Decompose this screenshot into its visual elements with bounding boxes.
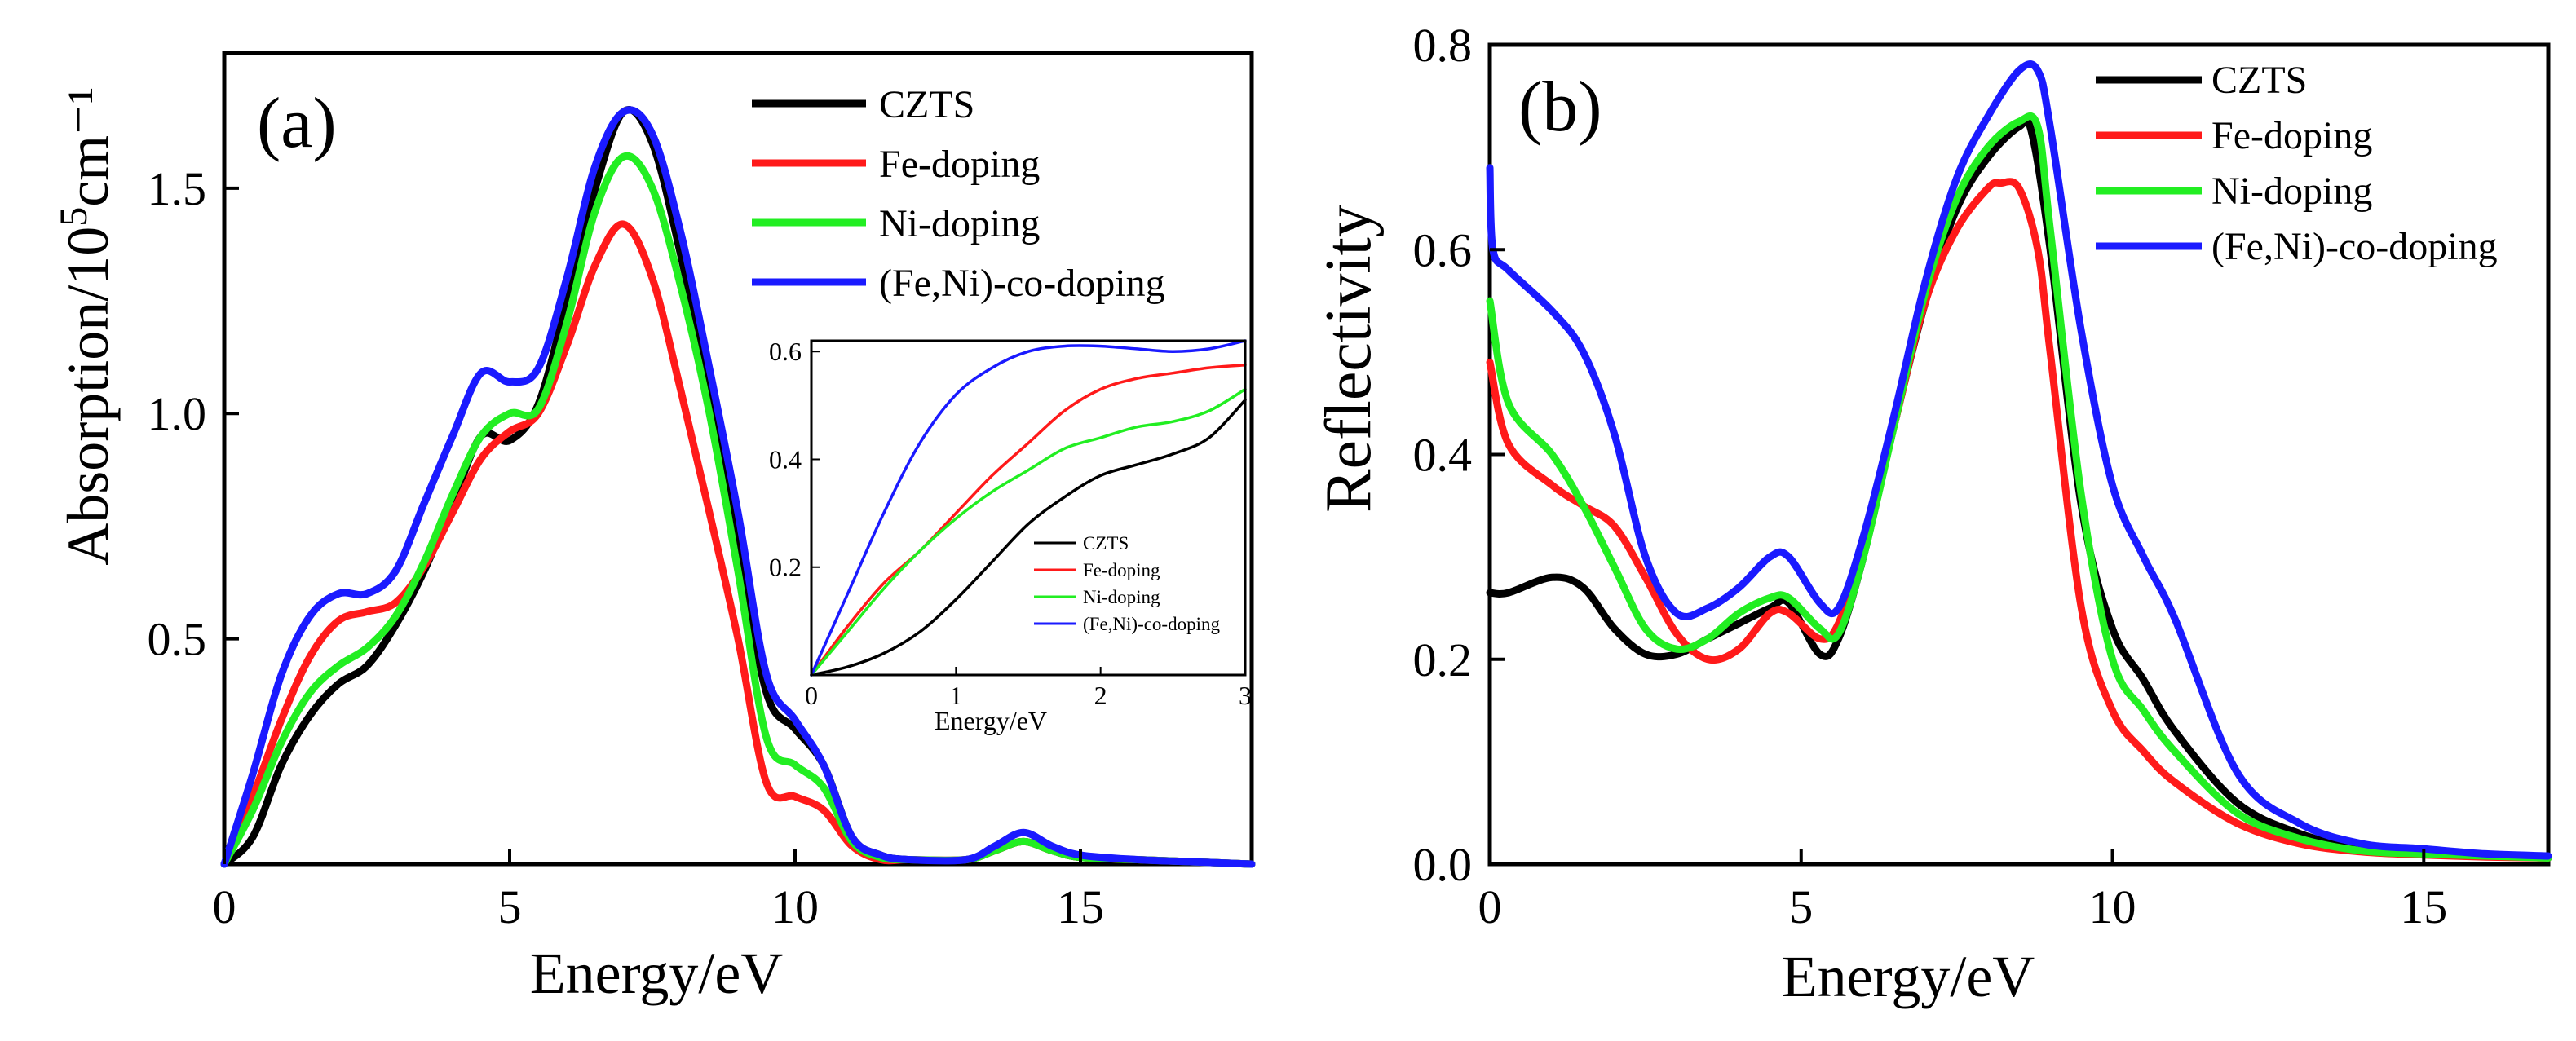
- panel-a-label: (a): [257, 84, 337, 163]
- panel-a-plot-frame: [222, 51, 1254, 867]
- legend-b-label-co-doping: (Fe,Ni)-co-doping: [2211, 225, 2498, 268]
- panel-a-x-tick-label: 5: [498, 880, 522, 933]
- panel-a-x-axis-title: Energy/eV: [530, 941, 784, 1006]
- panel-b-series-group: [1486, 60, 2552, 862]
- panel-a-series-ni-doping: [220, 152, 1256, 868]
- panel-a-series-fe-ni-co-doping: [220, 106, 1256, 868]
- panel-a-y-axis-title-unit: cm⁻¹: [55, 86, 121, 207]
- inset-x-tick-label: 3: [1239, 681, 1252, 710]
- inset-background: [811, 341, 1245, 675]
- panel-a-y-axis-title-exponent: 5: [52, 207, 95, 227]
- panel-b-series-fe-ni-co-doping: [1486, 60, 2552, 860]
- panel-a-ticks: 0 5 10 150.51.01.5: [148, 162, 1105, 933]
- legend-b-label-ni-doping: Ni-doping: [2211, 170, 2372, 213]
- inset-y-tick-label: 0.6: [769, 337, 802, 366]
- legend-b-label-czts: CZTS: [2211, 59, 2307, 102]
- inset-x-tick-label: 0: [805, 681, 818, 710]
- panel-b-y-axis-title: Reflectivity: [1313, 205, 1385, 513]
- legend-inset-label-czts: CZTS: [1083, 533, 1129, 554]
- legend-inset-label-co-doping: (Fe,Ni)-co-doping: [1083, 614, 1220, 634]
- panel-b-label: (b): [1518, 68, 1602, 147]
- legend-inset-label-fe-doping: Fe-doping: [1083, 560, 1160, 580]
- inset-x-tick-label: 1: [949, 681, 962, 710]
- inset-series-fe-ni-co-doping: [810, 339, 1247, 677]
- inset-series-fe-doping: [810, 364, 1247, 677]
- panel-b-x-tick-label: 10: [2089, 880, 2136, 933]
- panel-b-reflectivity: 0 5 10 15 0.0 0.2 0.4 0.6 0.8 (b) Energy/eV Refl…: [1313, 19, 2552, 1009]
- panel-a-x-tick-label: 10: [771, 880, 819, 933]
- legend-a-label-czts: CZTS: [879, 83, 974, 126]
- inset-x-axis-title: Energy/eV: [935, 706, 1047, 735]
- inset-legend: CZTS Fe-doping Ni-doping (Fe,Ni)-co-dopi…: [1034, 533, 1220, 634]
- panel-b-series-fe-doping: [1486, 178, 2552, 862]
- inset-series-group: [810, 339, 1247, 677]
- panel-b-legend: CZTS Fe-doping Ni-doping (Fe,Ni)-co-dopi…: [2096, 59, 2498, 268]
- panel-a-series-group: [220, 106, 1256, 868]
- inset-y-tick-label: 0.2: [769, 553, 802, 582]
- panel-b-x-tick-label: 0: [1478, 880, 1502, 933]
- inset-series-ni-doping: [810, 387, 1247, 677]
- panel-a-x-tick-label: 0: [213, 880, 236, 933]
- inset-series-czts: [810, 398, 1247, 677]
- panel-a-inset: 0 1 2 3 0.2 0.4 0.6 Energy/eV CZTS Fe-doping N…: [769, 337, 1252, 735]
- panel-b-series-ni-doping: [1486, 112, 2552, 862]
- panel-a-y-axis-title: Absorption/105cm⁻¹: [52, 86, 121, 566]
- panel-b-y-tick-label: 0.0: [1413, 838, 1473, 891]
- inset-x-tick-label: 2: [1094, 681, 1107, 710]
- panel-b-y-tick-label: 0.4: [1413, 429, 1473, 482]
- panel-a-y-axis-title-base: Absorption/10: [55, 227, 121, 566]
- panel-a-y-tick-label: 1.5: [148, 162, 207, 215]
- legend-a-label-co-doping: (Fe,Ni)-co-doping: [879, 262, 1165, 305]
- inset-plot-frame: [810, 339, 1247, 677]
- panel-b-series-czts: [1486, 116, 2552, 862]
- panel-b-x-tick-label: 5: [1789, 880, 1813, 933]
- panel-a-y-tick-label: 1.0: [148, 387, 207, 440]
- panel-a-y-tick-label: 0.5: [148, 613, 207, 666]
- panel-b-y-tick-label: 0.8: [1413, 19, 1473, 72]
- inset-ticks: 0 1 2 3 0.2 0.4 0.6: [769, 337, 1252, 710]
- legend-a-label-fe-doping: Fe-doping: [879, 143, 1040, 186]
- legend-inset-label-ni-doping: Ni-doping: [1083, 587, 1160, 607]
- legend-a-label-ni-doping: Ni-doping: [879, 202, 1040, 245]
- panel-b-ticks: 0 5 10 15 0.0 0.2 0.4 0.6 0.8: [1413, 19, 2448, 933]
- panel-a-absorption: 0 5 10 150.51.01.5 (a) Energy/eV Absorption…: [52, 51, 1256, 1006]
- panel-b-y-tick-label: 0.2: [1413, 633, 1473, 686]
- panel-b-x-axis-title: Energy/eV: [1782, 944, 2035, 1009]
- inset-y-tick-label: 0.4: [769, 444, 802, 474]
- panel-a-x-tick-label: 15: [1057, 880, 1104, 933]
- panel-b-y-tick-label: 0.6: [1413, 223, 1473, 276]
- panel-a-legend: CZTS Fe-doping Ni-doping (Fe,Ni)-co-dopi…: [752, 83, 1165, 305]
- legend-b-label-fe-doping: Fe-doping: [2211, 114, 2372, 157]
- panel-b-x-tick-label: 15: [2400, 880, 2447, 933]
